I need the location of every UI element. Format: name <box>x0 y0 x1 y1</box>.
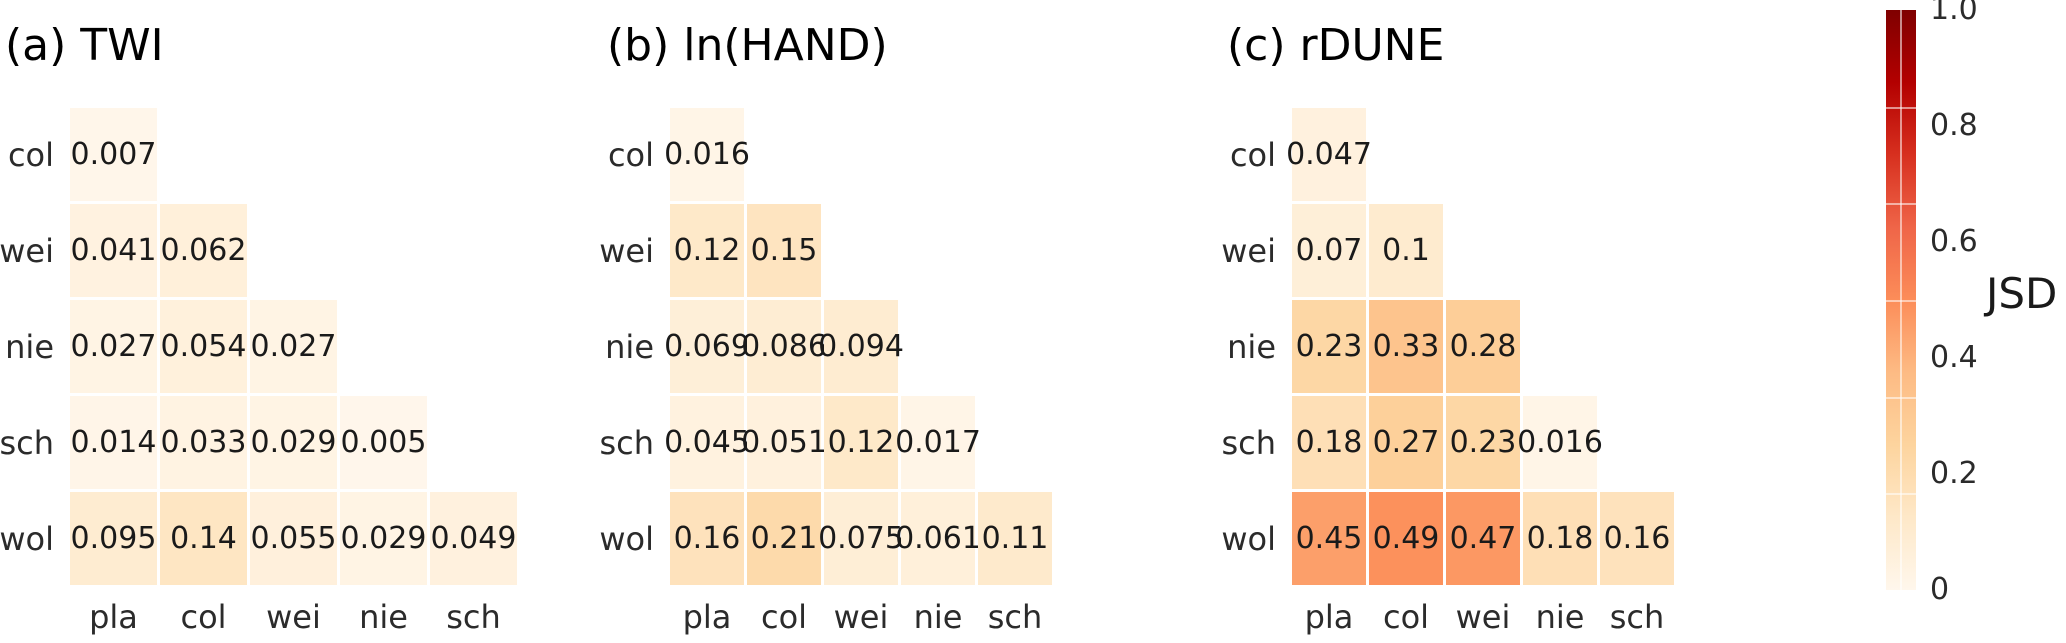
heatmap-cell: 0.075 <box>818 492 904 585</box>
heatmap-cell: 0.094 <box>818 300 904 393</box>
heatmap-cell: 0.1 <box>1369 204 1443 297</box>
heatmap-cell: 0.47 <box>1446 492 1520 585</box>
x-axis-label: sch <box>1609 598 1665 636</box>
x-axis-label: col <box>1382 598 1430 636</box>
heatmap-cell: 0.016 <box>1517 396 1603 489</box>
panel-title-twi: (a) TWI <box>5 20 164 71</box>
colorbar-tick-label: 0.6 <box>1930 224 1978 259</box>
heatmap-cell: 0.49 <box>1369 492 1443 585</box>
heatmap-cell: 0.014 <box>70 396 157 489</box>
x-axis-label: wei <box>1455 598 1511 636</box>
heatmap-cell: 0.027 <box>250 300 337 393</box>
heatmap-cell: 0.007 <box>70 108 157 201</box>
y-axis-label: nie <box>5 327 54 366</box>
heatmap-cell: 0.045 <box>664 396 750 489</box>
colorbar-tick-label: 0.2 <box>1930 456 1978 491</box>
y-axis-label: sch <box>0 423 54 462</box>
heatmap-cell: 0.055 <box>250 492 337 585</box>
heatmap-cell: 0.049 <box>430 492 517 585</box>
x-axis-label: sch <box>446 598 501 636</box>
x-axis-label: wei <box>833 598 889 636</box>
heatmap-cell: 0.095 <box>70 492 157 585</box>
x-axis-label: pla <box>89 598 138 636</box>
heatmap-cell: 0.12 <box>824 396 898 489</box>
colorbar-tick-label: 1.0 <box>1930 0 1978 27</box>
heatmap-cell: 0.027 <box>70 300 157 393</box>
x-axis-label: pla <box>1304 598 1354 636</box>
heatmap-cell: 0.23 <box>1446 396 1520 489</box>
colorbar-seam <box>1886 203 1916 205</box>
colorbar-seam <box>1886 493 1916 495</box>
y-axis-label: col <box>607 135 654 174</box>
y-axis-label: wol <box>599 519 654 558</box>
heatmap-cell: 0.21 <box>747 492 821 585</box>
x-axis-label: nie <box>913 598 963 636</box>
y-axis-label: wol <box>0 519 54 558</box>
heatmap-cell: 0.061 <box>895 492 981 585</box>
heatmap-cell: 0.28 <box>1446 300 1520 393</box>
panel-title-rdune: (c) rDUNE <box>1227 20 1445 71</box>
heatmap-cell: 0.27 <box>1369 396 1443 489</box>
y-axis-label: nie <box>605 327 654 366</box>
heatmap-cell: 0.18 <box>1292 396 1366 489</box>
x-axis-label: nie <box>359 598 408 636</box>
heatmap-cell: 0.041 <box>70 204 157 297</box>
heatmap-cell: 0.45 <box>1292 492 1366 585</box>
heatmap-cell: 0.086 <box>741 300 827 393</box>
y-axis-label: wei <box>0 231 54 270</box>
colorbar-seam <box>1886 107 1916 109</box>
colorbar-title: JSD <box>1986 269 2058 318</box>
colorbar-seam <box>1886 300 1916 302</box>
heatmap-cell: 0.12 <box>670 204 744 297</box>
heatmap-cell: 0.23 <box>1292 300 1366 393</box>
colorbar-tick-label: 0.4 <box>1930 340 1978 375</box>
heatmap-cell: 0.029 <box>340 492 427 585</box>
heatmap-cell: 0.016 <box>664 108 750 201</box>
heatmap-cell: 0.07 <box>1292 204 1366 297</box>
x-axis-label: col <box>760 598 808 636</box>
heatmap-cell: 0.017 <box>895 396 981 489</box>
y-axis-label: wei <box>1221 231 1276 270</box>
heatmap-cell: 0.047 <box>1286 108 1372 201</box>
heatmap-cell: 0.054 <box>160 300 247 393</box>
y-axis-label: sch <box>1221 423 1276 462</box>
y-axis-label: wei <box>599 231 654 270</box>
panel-title-ln-hand: (b) ln(HAND) <box>607 20 888 71</box>
heatmap-cell: 0.033 <box>160 396 247 489</box>
colorbar <box>1886 10 1916 590</box>
heatmap-cell: 0.33 <box>1369 300 1443 393</box>
x-axis-label: pla <box>682 598 732 636</box>
heatmap-cell: 0.15 <box>747 204 821 297</box>
heatmap-cell: 0.16 <box>1600 492 1674 585</box>
y-axis-label: wol <box>1221 519 1276 558</box>
x-axis-label: col <box>180 598 227 636</box>
heatmap-cell: 0.18 <box>1523 492 1597 585</box>
colorbar-seam <box>1886 397 1916 399</box>
x-axis-label: sch <box>987 598 1043 636</box>
y-axis-label: sch <box>599 423 654 462</box>
heatmap-cell: 0.051 <box>741 396 827 489</box>
colorbar-tick-label: 0 <box>1930 572 1950 607</box>
heatmap-cell: 0.11 <box>978 492 1052 585</box>
y-axis-label: col <box>7 135 54 174</box>
heatmap-cell: 0.16 <box>670 492 744 585</box>
heatmap-cell: 0.069 <box>664 300 750 393</box>
x-axis-label: nie <box>1535 598 1585 636</box>
colorbar-tick-label: 0.8 <box>1930 108 1978 143</box>
y-axis-label: nie <box>1227 327 1276 366</box>
heatmap-cell: 0.14 <box>160 492 247 585</box>
heatmap-cell: 0.005 <box>340 396 427 489</box>
y-axis-label: col <box>1229 135 1276 174</box>
x-axis-label: wei <box>266 598 321 636</box>
heatmap-cell: 0.062 <box>160 204 247 297</box>
heatmap-cell: 0.029 <box>250 396 337 489</box>
